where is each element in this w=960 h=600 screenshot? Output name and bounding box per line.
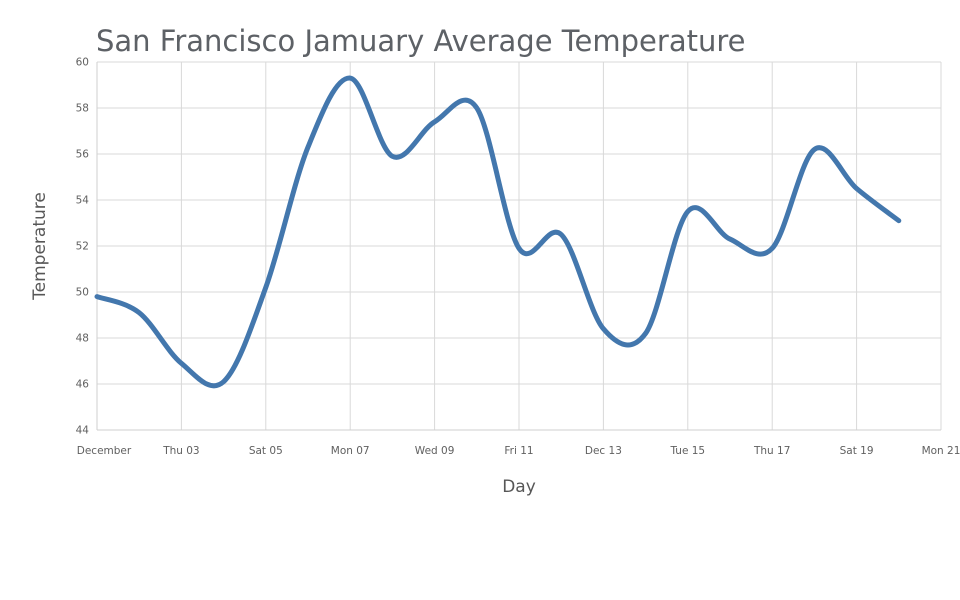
x-tick-label: Tue 15 (669, 445, 705, 457)
chart-title: San Francisco Jamuary Average Temperatur… (96, 24, 746, 58)
x-tick-label: Mon 21 (922, 445, 960, 457)
y-tick-label: 54 (76, 195, 90, 207)
y-tick-label: 44 (76, 425, 90, 437)
x-tick-label: Fri 11 (504, 445, 533, 457)
y-tick-label: 48 (76, 333, 89, 345)
x-tick-label: Mon 07 (331, 445, 370, 457)
y-tick-label: 52 (76, 241, 89, 253)
x-tick-label: Dec 13 (585, 445, 622, 457)
y-tick-label: 56 (76, 149, 90, 161)
y-tick-label: 60 (76, 57, 89, 69)
x-tick-label: December (77, 445, 132, 457)
y-tick-label: 46 (76, 379, 90, 391)
x-tick-label: Sat 19 (840, 445, 874, 457)
x-tick-label: Thu 03 (162, 445, 199, 457)
temperature-line (94, 75, 902, 389)
x-axis-title: Day (502, 477, 536, 497)
x-tick-label: Wed 09 (415, 445, 455, 457)
y-tick-label: 50 (76, 287, 89, 299)
y-axis-title: Temperature (30, 192, 50, 300)
x-tick-label: Thu 17 (753, 445, 790, 457)
x-tick-label: Sat 05 (249, 445, 283, 457)
y-tick-label: 58 (76, 103, 89, 115)
